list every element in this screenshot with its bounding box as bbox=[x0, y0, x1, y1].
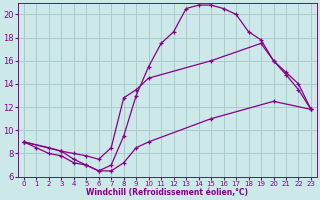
X-axis label: Windchill (Refroidissement éolien,°C): Windchill (Refroidissement éolien,°C) bbox=[86, 188, 248, 197]
